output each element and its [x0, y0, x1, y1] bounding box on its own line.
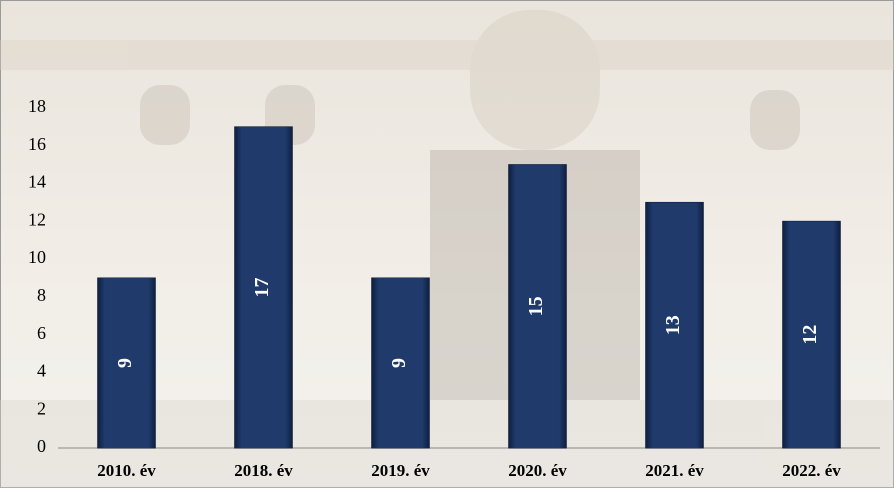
x-tick-label: 2021. év — [645, 461, 704, 480]
y-tick-label: 10 — [28, 247, 46, 267]
x-tick-label: 2020. év — [508, 461, 567, 480]
value-label: 12 — [799, 325, 821, 345]
y-tick-label: 16 — [28, 134, 46, 154]
y-tick-label: 6 — [37, 323, 46, 343]
y-tick-label: 12 — [28, 209, 46, 229]
value-label: 13 — [662, 315, 684, 335]
value-label: 17 — [251, 277, 273, 297]
x-tick-label: 2022. év — [782, 461, 841, 480]
y-tick-label: 0 — [37, 436, 46, 456]
y-tick-label: 18 — [28, 96, 46, 116]
y-tick-label: 8 — [37, 285, 46, 305]
x-tick-label: 2018. év — [234, 461, 293, 480]
y-tick-label: 14 — [28, 172, 46, 192]
value-label: 9 — [114, 358, 136, 368]
value-label: 15 — [525, 296, 547, 316]
y-tick-label: 4 — [37, 361, 46, 381]
y-tick-label: 2 — [37, 398, 46, 418]
value-label: 9 — [388, 358, 410, 368]
x-tick-label: 2010. év — [97, 461, 156, 480]
x-tick-label: 2019. év — [371, 461, 430, 480]
